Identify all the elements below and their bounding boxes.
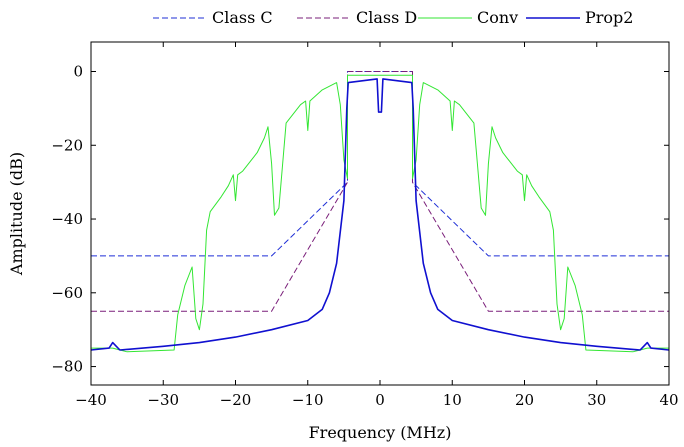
- legend-label-class-d: Class D: [356, 8, 417, 27]
- y-tick-label: −40: [51, 210, 83, 228]
- legend-label-conv: Conv: [477, 8, 518, 27]
- plot-frame: [90, 41, 670, 386]
- y-tick-label: 0: [73, 63, 83, 81]
- ticks-layer: −40 −30 −20 −10 0 10 20 30 40 −80 −60 −40 −20 0: [51, 42, 679, 409]
- y-tick-label: −80: [51, 358, 83, 376]
- y-tick-label: −20: [51, 136, 83, 154]
- x-tick-label: 40: [659, 391, 678, 409]
- x-tick-label: 0: [375, 391, 385, 409]
- x-tick-label: 10: [443, 391, 462, 409]
- series-line-prop2: [91, 78, 669, 351]
- series-line-class-c: [91, 71, 669, 257]
- x-tick-label: 30: [587, 391, 606, 409]
- series-layer: [91, 71, 669, 353]
- x-axis-label: Frequency (MHz): [309, 423, 452, 442]
- x-tick-label: 20: [515, 391, 534, 409]
- x-tick-label: −10: [292, 391, 324, 409]
- series-line-class-d: [91, 71, 669, 312]
- x-tick-label: −40: [75, 391, 107, 409]
- legend-label-prop2: Prop2: [585, 8, 633, 27]
- x-tick-label: −20: [220, 391, 252, 409]
- x-tick-label: −30: [147, 391, 179, 409]
- legend: Class C Class D Conv Prop2: [153, 8, 633, 27]
- series-line-conv: [91, 74, 669, 353]
- legend-label-class-c: Class C: [212, 8, 273, 27]
- y-axis-label: Amplitude (dB): [7, 152, 26, 276]
- y-tick-label: −60: [51, 284, 83, 302]
